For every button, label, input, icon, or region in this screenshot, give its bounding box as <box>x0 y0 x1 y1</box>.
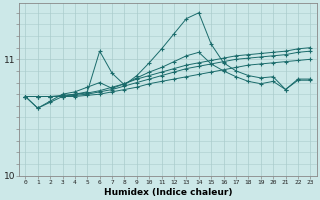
X-axis label: Humidex (Indice chaleur): Humidex (Indice chaleur) <box>104 188 232 197</box>
